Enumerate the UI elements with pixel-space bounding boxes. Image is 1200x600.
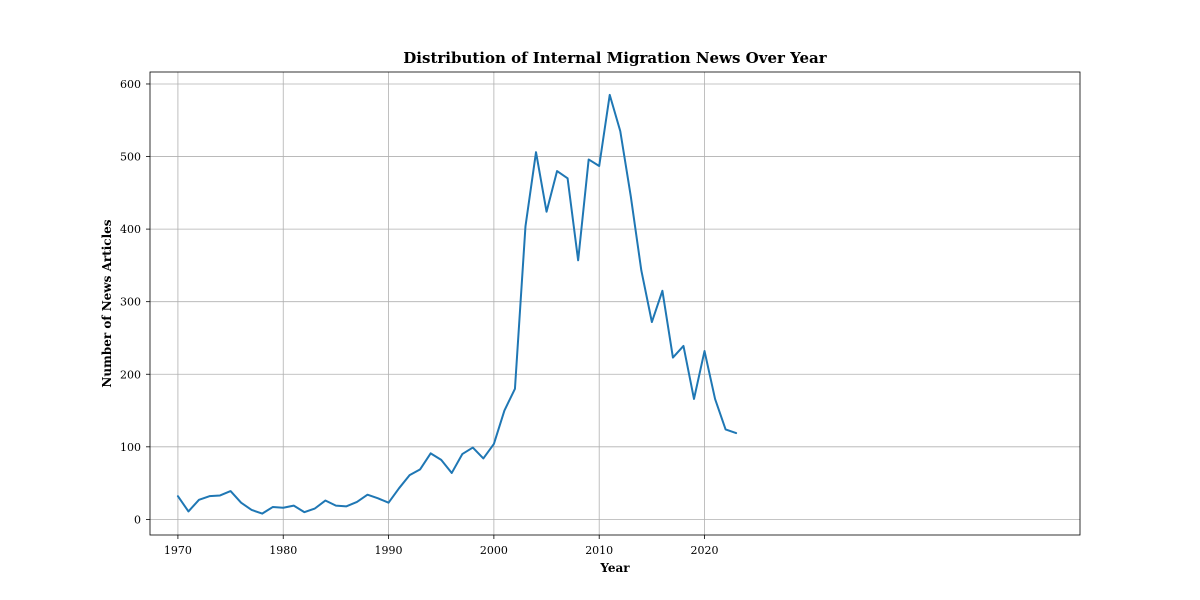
y-axis-label: Number of News Articles — [100, 219, 114, 387]
x-tick-label: 1970 — [164, 544, 192, 557]
x-tick-label: 1990 — [375, 544, 403, 557]
y-tick-label: 0 — [134, 513, 141, 526]
x-tick-label: 2000 — [480, 544, 508, 557]
y-tick-label: 300 — [120, 296, 141, 309]
series-layer — [176, 93, 738, 515]
y-tick-label: 500 — [120, 151, 141, 164]
plot-frame — [149, 71, 1081, 536]
x-axis-label: Year — [599, 561, 630, 575]
y-tick-label: 600 — [120, 78, 141, 91]
chart-title: Distribution of Internal Migration News … — [403, 49, 827, 67]
axis-ticks: 1970 1980 1990 2000 2010 2020 0 100 200 300 400 500… — [120, 78, 719, 557]
x-tick-label: 1980 — [269, 544, 297, 557]
x-tick-label: 2010 — [585, 544, 613, 557]
series-line — [176, 93, 738, 515]
y-tick-label: 200 — [120, 368, 141, 381]
y-tick-label: 400 — [120, 223, 141, 236]
x-tick-label: 2020 — [691, 544, 719, 557]
grid — [150, 72, 1080, 535]
y-tick-label: 100 — [120, 441, 141, 454]
